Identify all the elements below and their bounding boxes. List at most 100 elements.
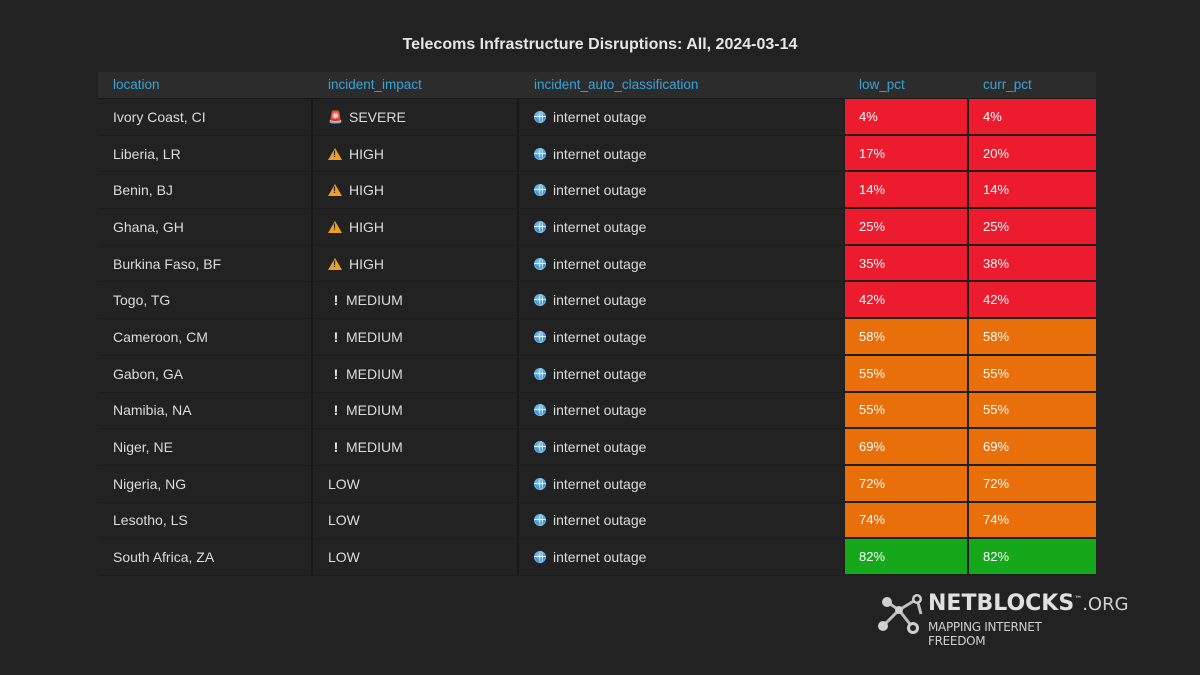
netblocks-logo: NETBLOCKS™.ORG MAPPING INTERNET FREEDOM <box>873 590 1129 648</box>
incident-impact-cell: HIGH <box>311 135 517 173</box>
curr-pct-cell: 72% <box>967 465 1096 503</box>
location-cell: Burkina Faso, BF <box>98 246 311 283</box>
curr-pct-cell: 55% <box>967 355 1096 393</box>
incident-impact-cell: LOW <box>311 502 517 540</box>
classification-cell: internet outage <box>517 99 843 136</box>
incident-impact-cell: ! MEDIUM <box>311 392 517 430</box>
low-pct-cell: 35% <box>843 245 967 283</box>
low-pct-cell: 4% <box>843 99 967 136</box>
exclamation-icon: ! <box>333 365 339 382</box>
curr-pct-cell: 55% <box>967 392 1096 430</box>
globe-icon <box>534 294 546 307</box>
low-pct-cell: 72% <box>843 465 967 503</box>
incident-impact-cell: ! MEDIUM <box>311 282 517 320</box>
curr-pct-cell: 74% <box>967 502 1096 540</box>
exclamation-icon: ! <box>333 328 339 345</box>
low-pct-cell: 55% <box>843 392 967 430</box>
globe-icon <box>534 367 546 380</box>
globe-icon <box>534 257 546 270</box>
table-row[interactable]: Nigeria, NG LOW internet outage 72% 72% <box>98 465 1096 503</box>
incident-impact-cell: HIGH <box>311 209 517 246</box>
table-row[interactable]: Lesotho, LS LOW internet outage 74% 74% <box>98 502 1096 540</box>
incident-impact-cell: ! MEDIUM <box>311 429 517 466</box>
table-row[interactable]: Gabon, GA! MEDIUM internet outage 55% 55% <box>98 355 1096 393</box>
classification-cell: internet outage <box>517 135 843 173</box>
incident-impact-label: HIGH <box>349 255 384 272</box>
location-cell: Nigeria, NG <box>98 466 311 503</box>
table-row[interactable]: South Africa, ZA LOW internet outage 82% 82% <box>98 539 1096 576</box>
incident-impact-cell: HIGH <box>311 245 517 283</box>
classification-cell: internet outage <box>517 392 843 430</box>
curr-pct-cell: 58% <box>967 319 1096 356</box>
location-cell: Gabon, GA <box>98 356 311 393</box>
table-header: location incident_impact incident_auto_c… <box>98 72 1096 99</box>
table-row[interactable]: Burkina Faso, BF HIGH internet outage 35%38… <box>98 245 1096 283</box>
globe-icon <box>534 477 546 490</box>
location-cell: Niger, NE <box>98 429 311 466</box>
table-row[interactable]: Benin, BJ HIGH internet outage 14%14% <box>98 172 1096 210</box>
low-pct-cell: 17% <box>843 135 967 173</box>
low-pct-cell: 14% <box>843 172 967 210</box>
classification-label: internet outage <box>553 402 647 419</box>
location-cell: Ghana, GH <box>98 209 311 246</box>
globe-icon <box>534 220 546 233</box>
warning-icon <box>328 220 342 233</box>
location-cell: Liberia, LR <box>98 136 311 173</box>
column-header-classification[interactable]: incident_auto_classification <box>534 77 699 92</box>
classification-label: internet outage <box>553 549 647 566</box>
incident-impact-label: MEDIUM <box>346 402 403 419</box>
incident-impact-label: HIGH <box>349 218 384 235</box>
classification-cell: internet outage <box>517 172 843 210</box>
location-cell: Lesotho, LS <box>98 503 311 540</box>
location-cell: South Africa, ZA <box>98 539 311 576</box>
logo-tagline: MAPPING INTERNET FREEDOM <box>928 620 1042 648</box>
column-header-curr-pct[interactable]: curr_pct <box>983 77 1032 92</box>
curr-pct-cell: 42% <box>967 282 1096 320</box>
table-row[interactable]: Togo, TG! MEDIUM internet outage 42% 42% <box>98 282 1096 320</box>
incident-impact-cell: ! MEDIUM <box>311 319 517 356</box>
low-pct-cell: 74% <box>843 502 967 540</box>
globe-icon <box>534 184 546 197</box>
classification-label: internet outage <box>553 365 647 382</box>
incident-impact-label: MEDIUM <box>346 439 403 456</box>
exclamation-icon: ! <box>333 292 339 309</box>
globe-icon <box>534 514 546 527</box>
table-row[interactable]: Ivory Coast, CI 🚨 SEVERE internet outage 4% 4… <box>98 99 1096 136</box>
table-row[interactable]: Cameroon, CM! MEDIUM internet outage 58% 58% <box>98 319 1096 356</box>
disruptions-table: location incident_impact incident_auto_c… <box>98 72 1096 576</box>
incident-impact-label: HIGH <box>349 182 384 199</box>
incident-impact-label: HIGH <box>349 145 384 162</box>
globe-icon <box>534 404 546 417</box>
classification-cell: internet outage <box>517 465 843 503</box>
globe-icon <box>534 110 546 123</box>
siren-icon: 🚨 <box>328 109 343 124</box>
column-header-low-pct[interactable]: low_pct <box>859 77 905 92</box>
classification-label: internet outage <box>553 328 647 345</box>
classification-cell: internet outage <box>517 319 843 356</box>
column-header-location[interactable]: location <box>113 77 160 92</box>
location-cell: Benin, BJ <box>98 172 311 210</box>
table-row[interactable]: Liberia, LR HIGH internet outage 17%20% <box>98 135 1096 173</box>
incident-impact-cell: HIGH <box>311 172 517 210</box>
table-row[interactable]: Niger, NE! MEDIUM internet outage 69% 69% <box>98 429 1096 466</box>
classification-cell: internet outage <box>517 355 843 393</box>
location-cell: Namibia, NA <box>98 393 311 430</box>
table-row[interactable]: Namibia, NA! MEDIUM internet outage 55% 55% <box>98 392 1096 430</box>
classification-label: internet outage <box>553 255 647 272</box>
table-body: Ivory Coast, CI 🚨 SEVERE internet outage 4% 4… <box>98 99 1096 576</box>
low-pct-cell: 25% <box>843 209 967 246</box>
low-pct-cell: 55% <box>843 355 967 393</box>
low-pct-cell: 69% <box>843 429 967 466</box>
netblocks-network-icon <box>878 594 923 634</box>
column-header-incident-impact[interactable]: incident_impact <box>328 77 422 92</box>
curr-pct-cell: 69% <box>967 429 1096 466</box>
table-row[interactable]: Ghana, GH HIGH internet outage 25%25% <box>98 209 1096 246</box>
location-cell: Togo, TG <box>98 282 311 320</box>
classification-label: internet outage <box>553 108 647 125</box>
curr-pct-cell: 20% <box>967 135 1096 173</box>
incident-impact-cell: LOW <box>311 539 517 576</box>
warning-icon <box>328 184 342 197</box>
incident-impact-label: LOW <box>328 549 360 566</box>
classification-cell: internet outage <box>517 539 843 576</box>
classification-label: internet outage <box>553 292 647 309</box>
